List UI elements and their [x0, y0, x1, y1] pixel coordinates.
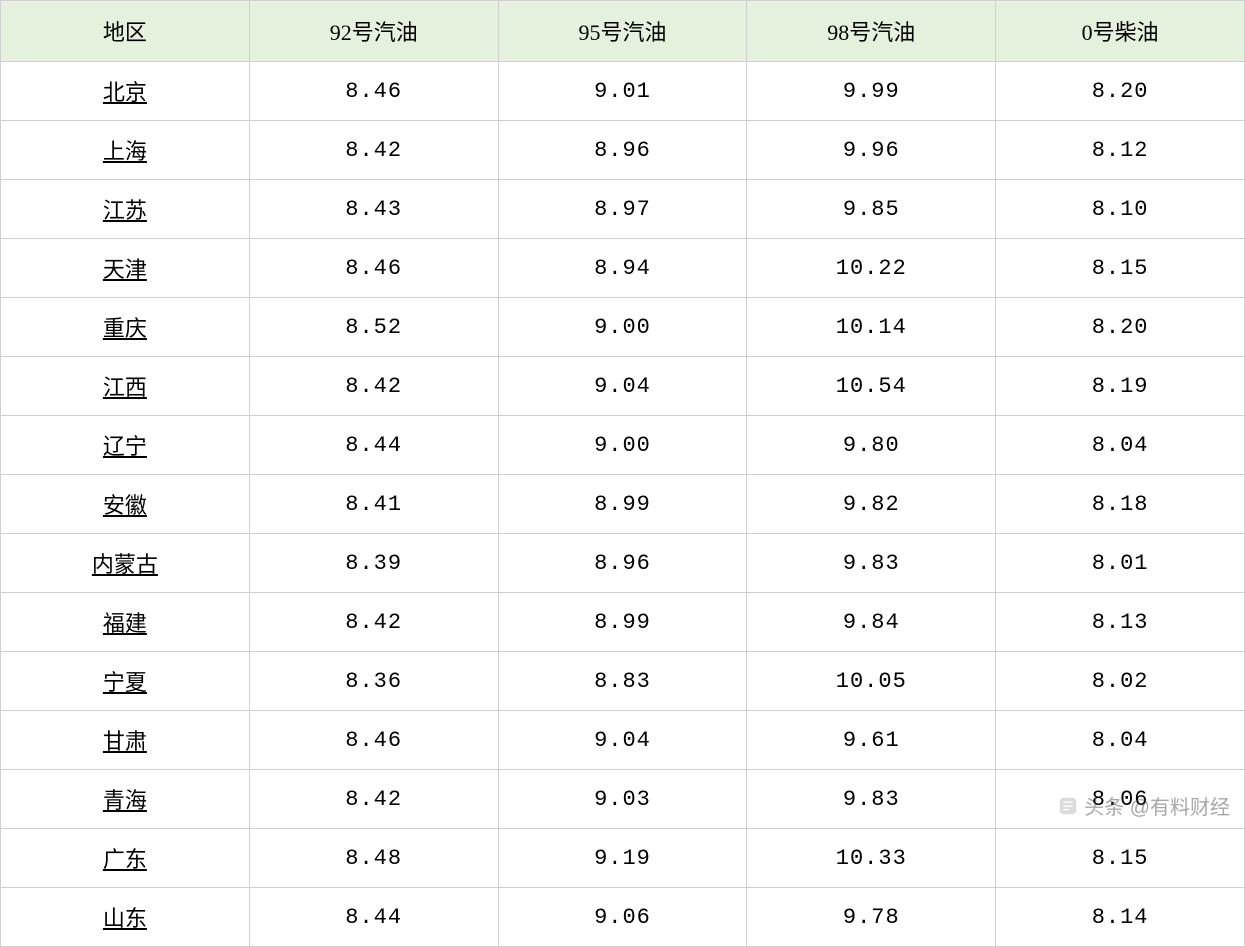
table-row: 山东8.449.069.788.14: [1, 888, 1245, 947]
region-cell[interactable]: 安徽: [1, 475, 250, 534]
price-cell: 8.02: [996, 652, 1245, 711]
price-cell: 9.03: [498, 770, 747, 829]
table-row: 安徽8.418.999.828.18: [1, 475, 1245, 534]
price-cell: 9.04: [498, 357, 747, 416]
price-cell: 9.96: [747, 121, 996, 180]
watermark: 头条 @有料财经: [1057, 791, 1230, 820]
watermark-text: 头条 @有料财经: [1084, 791, 1230, 820]
price-cell: 8.46: [249, 711, 498, 770]
price-cell: 9.78: [747, 888, 996, 947]
price-cell: 10.22: [747, 239, 996, 298]
price-cell: 8.46: [249, 62, 498, 121]
region-cell[interactable]: 福建: [1, 593, 250, 652]
table-row: 北京8.469.019.998.20: [1, 62, 1245, 121]
price-cell: 8.42: [249, 770, 498, 829]
region-cell[interactable]: 甘肃: [1, 711, 250, 770]
header-98: 98号汽油: [747, 1, 996, 62]
price-cell: 9.06: [498, 888, 747, 947]
price-cell: 9.80: [747, 416, 996, 475]
price-cell: 10.33: [747, 829, 996, 888]
table-row: 内蒙古8.398.969.838.01: [1, 534, 1245, 593]
header-92: 92号汽油: [249, 1, 498, 62]
price-cell: 9.83: [747, 770, 996, 829]
region-cell[interactable]: 内蒙古: [1, 534, 250, 593]
price-cell: 8.44: [249, 888, 498, 947]
price-cell: 9.01: [498, 62, 747, 121]
price-cell: 9.00: [498, 298, 747, 357]
price-cell: 9.04: [498, 711, 747, 770]
price-cell: 8.20: [996, 62, 1245, 121]
price-cell: 8.04: [996, 711, 1245, 770]
price-cell: 8.04: [996, 416, 1245, 475]
price-cell: 8.96: [498, 534, 747, 593]
price-cell: 8.12: [996, 121, 1245, 180]
price-cell: 8.39: [249, 534, 498, 593]
toutiao-icon: [1057, 795, 1079, 817]
price-cell: 8.13: [996, 593, 1245, 652]
price-cell: 8.19: [996, 357, 1245, 416]
region-cell[interactable]: 青海: [1, 770, 250, 829]
price-cell: 8.01: [996, 534, 1245, 593]
price-cell: 8.41: [249, 475, 498, 534]
price-cell: 8.10: [996, 180, 1245, 239]
header-95: 95号汽油: [498, 1, 747, 62]
price-cell: 8.15: [996, 239, 1245, 298]
table-row: 天津8.468.9410.228.15: [1, 239, 1245, 298]
region-cell[interactable]: 北京: [1, 62, 250, 121]
price-cell: 10.54: [747, 357, 996, 416]
price-cell: 8.42: [249, 357, 498, 416]
price-cell: 9.19: [498, 829, 747, 888]
table-row: 江西8.429.0410.548.19: [1, 357, 1245, 416]
price-cell: 8.94: [498, 239, 747, 298]
table-row: 重庆8.529.0010.148.20: [1, 298, 1245, 357]
price-cell: 9.85: [747, 180, 996, 239]
price-cell: 8.36: [249, 652, 498, 711]
price-cell: 8.48: [249, 829, 498, 888]
price-cell: 10.05: [747, 652, 996, 711]
price-cell: 8.42: [249, 593, 498, 652]
region-cell[interactable]: 辽宁: [1, 416, 250, 475]
price-cell: 8.43: [249, 180, 498, 239]
price-cell: 8.44: [249, 416, 498, 475]
region-cell[interactable]: 山东: [1, 888, 250, 947]
price-cell: 10.14: [747, 298, 996, 357]
region-cell[interactable]: 重庆: [1, 298, 250, 357]
header-region: 地区: [1, 1, 250, 62]
price-cell: 8.42: [249, 121, 498, 180]
price-cell: 9.99: [747, 62, 996, 121]
price-cell: 9.61: [747, 711, 996, 770]
price-cell: 8.14: [996, 888, 1245, 947]
table-row: 上海8.428.969.968.12: [1, 121, 1245, 180]
price-cell: 9.84: [747, 593, 996, 652]
price-cell: 8.18: [996, 475, 1245, 534]
price-cell: 8.52: [249, 298, 498, 357]
table-row: 江苏8.438.979.858.10: [1, 180, 1245, 239]
table-header-row: 地区 92号汽油 95号汽油 98号汽油 0号柴油: [1, 1, 1245, 62]
price-cell: 8.46: [249, 239, 498, 298]
header-0: 0号柴油: [996, 1, 1245, 62]
price-cell: 8.96: [498, 121, 747, 180]
table-row: 甘肃8.469.049.618.04: [1, 711, 1245, 770]
region-cell[interactable]: 江苏: [1, 180, 250, 239]
region-cell[interactable]: 宁夏: [1, 652, 250, 711]
table-row: 宁夏8.368.8310.058.02: [1, 652, 1245, 711]
region-cell[interactable]: 江西: [1, 357, 250, 416]
region-cell[interactable]: 广东: [1, 829, 250, 888]
region-cell[interactable]: 天津: [1, 239, 250, 298]
price-cell: 9.82: [747, 475, 996, 534]
price-cell: 9.00: [498, 416, 747, 475]
price-cell: 8.15: [996, 829, 1245, 888]
price-cell: 8.83: [498, 652, 747, 711]
price-cell: 8.99: [498, 593, 747, 652]
price-cell: 8.99: [498, 475, 747, 534]
table-row: 辽宁8.449.009.808.04: [1, 416, 1245, 475]
table-row: 福建8.428.999.848.13: [1, 593, 1245, 652]
price-cell: 9.83: [747, 534, 996, 593]
region-cell[interactable]: 上海: [1, 121, 250, 180]
price-cell: 8.20: [996, 298, 1245, 357]
price-cell: 8.97: [498, 180, 747, 239]
table-row: 广东8.489.1910.338.15: [1, 829, 1245, 888]
